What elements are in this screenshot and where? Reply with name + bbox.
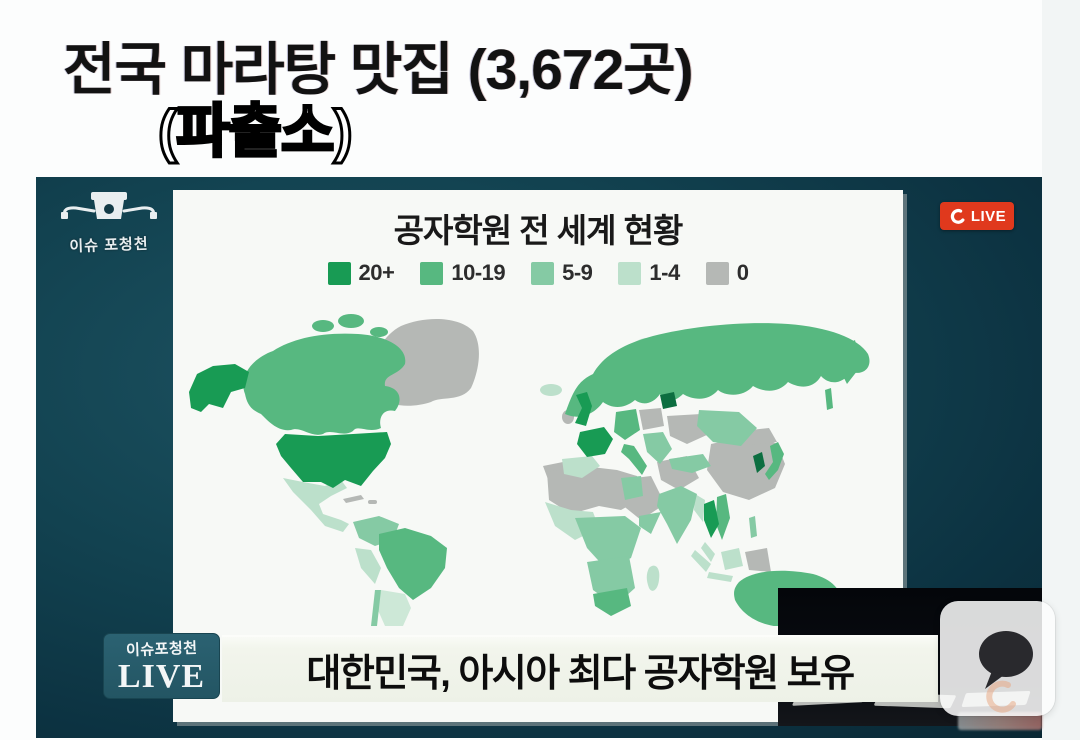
video-player[interactable]: 이슈 포청천 LIVE 공자학원 전 세계 현황 20+ 10-19 5-9 <box>36 177 1042 738</box>
map-region-thailand <box>704 500 719 538</box>
map-region-balkans <box>643 432 672 464</box>
legend-swatch-1-4 <box>618 261 642 285</box>
regions-bucket-0 <box>343 319 785 572</box>
map-region-brazil <box>379 528 447 600</box>
map-region-java <box>707 572 733 582</box>
map-region-russia <box>565 323 870 417</box>
speech-bubble-icon <box>979 631 1033 689</box>
page-title: 전국 마라탕 맛집 (3,672곳) <box>63 38 694 102</box>
live-badge: LIVE <box>940 202 1014 230</box>
lower-third-live-label: LIVE <box>117 658 206 695</box>
map-region-hispaniola <box>368 500 377 504</box>
legend-item: 5-9 <box>531 260 593 286</box>
map-region-japan <box>765 442 784 480</box>
map-region-turkey <box>669 454 711 473</box>
map-legend: 20+ 10-19 5-9 1-4 0 <box>173 260 903 286</box>
lower-third-headline: 대한민국, 아시아 최다 공자학원 보유 <box>222 635 938 702</box>
kakaotv-watermark <box>958 712 1042 730</box>
map-region-kamchatka <box>839 340 861 384</box>
map-region-peru <box>355 548 381 584</box>
map-region-spain <box>562 456 600 478</box>
map-region-horn-of-africa <box>639 512 661 534</box>
legend-label: 1-4 <box>649 260 680 285</box>
map-region-arctic-islands <box>338 314 364 328</box>
legend-label: 0 <box>736 260 749 285</box>
map-region-sumatra <box>691 550 711 572</box>
kakao-c-watermark-icon <box>986 680 1016 713</box>
map-region-kazakhstan <box>697 410 757 446</box>
kakaotv-c-icon <box>950 208 965 224</box>
legend-item: 20+ <box>327 260 395 286</box>
legend-swatch-10-19 <box>420 261 444 285</box>
regions-bucket-20plus <box>189 364 719 538</box>
legend-label: 20+ <box>358 260 395 285</box>
map-region-malay-peninsula <box>701 542 715 562</box>
regions-bucket-10-19 <box>243 314 875 626</box>
map-title: 공자학원 전 세계 현황 <box>393 212 684 249</box>
map-region-poland <box>639 408 664 430</box>
map-region-myanmar <box>694 494 705 522</box>
world-map <box>189 314 875 626</box>
map-region-iceland <box>540 384 562 396</box>
map-region-china <box>707 434 785 500</box>
legend-swatch-0 <box>705 261 729 285</box>
map-region-india <box>657 486 697 544</box>
map-region-vietnam <box>716 494 730 540</box>
live-badge-label: LIVE <box>970 207 1007 225</box>
map-region-south-africa <box>593 588 631 616</box>
map-region-philippines <box>749 516 757 538</box>
map-region-new-guinea <box>745 548 771 572</box>
channel-logo: 이슈 포청천 <box>54 189 164 255</box>
legend-swatch-5-9 <box>531 261 555 285</box>
map-region-greenland <box>374 319 479 406</box>
page-subtitle: (파출소) <box>157 98 355 166</box>
map-region-sakhalin <box>825 388 833 410</box>
legend-label: 10-19 <box>451 260 506 285</box>
channel-logo-label: 이슈 포청천 <box>69 235 149 256</box>
map-region-arctic-islands <box>312 320 334 332</box>
map-region-south-korea <box>753 452 765 473</box>
chat-bubble-button[interactable] <box>940 601 1055 716</box>
map-region-usa <box>276 432 391 488</box>
map-region-alaska <box>189 364 249 412</box>
map-region-canada <box>243 333 406 435</box>
map-region-central-east-africa <box>575 516 641 570</box>
map-region-argentina <box>377 590 411 626</box>
map-region-germany <box>614 409 640 440</box>
map-region-north-africa <box>547 466 639 514</box>
map-region-mexico-central-america <box>283 478 349 532</box>
judge-hat-icon <box>61 192 157 219</box>
map-region-egypt <box>621 476 643 500</box>
map-region-baltic-states <box>660 392 677 409</box>
map-region-arctic-islands <box>370 327 388 337</box>
legend-item: 10-19 <box>420 260 506 286</box>
legend-item: 0 <box>705 260 749 286</box>
legend-swatch-20plus <box>327 261 351 285</box>
map-region-borneo <box>721 548 743 570</box>
map-region-italy <box>621 444 647 475</box>
lower-third-station-label: 이슈포청천 <box>125 639 198 660</box>
map-region-france <box>577 427 613 457</box>
legend-label: 5-9 <box>562 260 593 285</box>
regions-extra-dark <box>660 392 765 473</box>
map-region-cuba <box>343 495 364 503</box>
legend-item: 1-4 <box>618 260 680 286</box>
map-region-madagascar <box>646 565 660 591</box>
map-region-chile <box>371 590 381 626</box>
lower-third-live-box: 이슈포청천 LIVE <box>103 633 220 699</box>
map-region-uk <box>575 392 592 426</box>
